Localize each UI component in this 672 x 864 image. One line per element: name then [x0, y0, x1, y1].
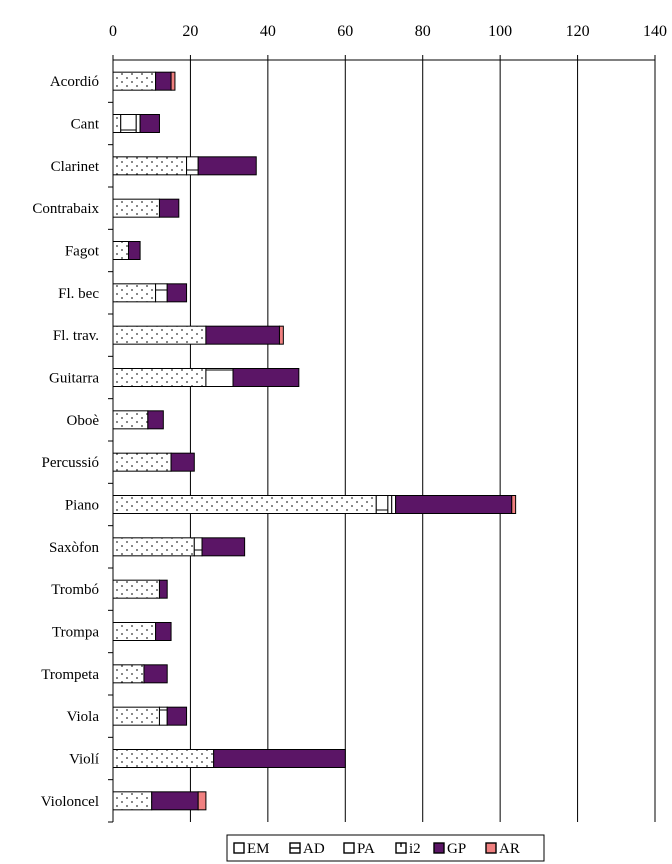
category-label: Trompeta — [41, 667, 99, 683]
bar-em — [112, 537, 195, 557]
bar-gp — [395, 495, 513, 514]
x-tick-label: 20 — [182, 23, 198, 40]
category-label: Violoncel — [41, 794, 99, 810]
bar-em — [112, 368, 207, 387]
x-tick-label: 140 — [643, 23, 667, 40]
x-tick-label: 80 — [415, 23, 431, 40]
bar-gp — [127, 241, 141, 260]
bar-em — [112, 410, 149, 430]
category-label: Saxòfon — [49, 540, 99, 556]
bar-em — [112, 495, 377, 514]
bar-em — [112, 71, 157, 91]
legend-swatch-ar — [485, 842, 497, 854]
bar-ar — [278, 325, 284, 345]
legend: EM AD PA i2 GP AR — [226, 834, 545, 862]
bar-em — [112, 664, 145, 684]
bar-em — [112, 622, 157, 641]
x-tick-label: 60 — [337, 23, 353, 40]
category-label: Trombó — [51, 582, 99, 598]
bar-gp — [232, 368, 300, 387]
bar-ar — [197, 791, 207, 811]
bar-gp — [155, 622, 172, 641]
x-axis-ticks: 0 20 40 60 80 100 120 140 — [108, 23, 667, 823]
bar-em — [112, 283, 157, 303]
x-tick-label: 40 — [260, 23, 276, 40]
bar-em — [112, 325, 207, 345]
legend-swatch-gp — [433, 842, 445, 854]
bar-gp — [166, 283, 188, 303]
bar-gp — [158, 198, 180, 218]
legend-label-ar: AR — [499, 841, 520, 857]
category-label: Piano — [65, 498, 99, 514]
bar-em — [112, 579, 160, 599]
bars — [112, 71, 517, 811]
bar-em — [112, 706, 160, 726]
bar-gp — [143, 664, 168, 684]
bar-em — [112, 114, 122, 133]
x-tick-label: 100 — [488, 23, 512, 40]
bar-ar — [170, 71, 176, 91]
bar-em — [112, 791, 153, 811]
bar-ad — [120, 114, 137, 133]
x-tick-label: 0 — [109, 23, 117, 40]
bar-ad — [158, 706, 168, 726]
x-tick-label: 120 — [566, 23, 590, 40]
category-labels: Acordió Cant Clarinet Contrabaix Fagot Fl. be… — [32, 74, 99, 810]
category-label: Fl. bec — [58, 286, 99, 302]
category-label: Clarinet — [51, 159, 100, 175]
bar-gp — [197, 156, 257, 176]
bar-pa — [135, 114, 141, 133]
legend-label-gp: GP — [447, 841, 466, 857]
bar-ad — [193, 537, 203, 557]
bar-gp — [205, 325, 280, 345]
legend-label-ad: AD — [303, 841, 325, 857]
bar-em — [112, 749, 215, 768]
legend-label-i2: i2 — [409, 841, 421, 857]
bar-gp — [166, 706, 188, 726]
bar-i2 — [391, 495, 397, 514]
bar-em — [112, 452, 172, 472]
category-label: Fl. trav. — [53, 328, 99, 344]
bar-ad — [155, 283, 168, 303]
bar-gp — [155, 71, 172, 91]
bar-ad — [186, 156, 199, 176]
category-label: Acordió — [50, 74, 99, 90]
legend-label-em: EM — [247, 841, 270, 857]
category-label: Violí — [69, 752, 99, 768]
category-label: Guitarra — [49, 371, 99, 387]
bar-ar — [511, 495, 517, 514]
bar-gp — [213, 749, 346, 768]
bar-em — [112, 156, 188, 176]
bar-gp — [170, 452, 195, 472]
bar-gp — [139, 114, 160, 133]
category-label: Cant — [71, 117, 100, 133]
category-label: Viola — [67, 709, 100, 725]
bar-gp — [158, 579, 168, 599]
bar-ad — [205, 368, 234, 387]
category-label: Fagot — [65, 244, 100, 260]
bar-gp — [147, 410, 164, 430]
axes — [112, 59, 655, 822]
bar-pa — [387, 495, 393, 514]
category-label: Trompa — [52, 625, 99, 641]
bar-gp — [151, 791, 199, 811]
bar-ad — [375, 495, 389, 514]
gridlines — [189, 60, 656, 822]
bar-gp — [201, 537, 246, 557]
legend-swatch-em — [233, 842, 245, 854]
category-label: Oboè — [67, 413, 100, 429]
legend-swatch-pa — [343, 842, 355, 854]
bar-em — [112, 241, 129, 260]
bar-em — [112, 198, 160, 218]
category-label: Contrabaix — [32, 201, 99, 217]
category-label: Percussió — [42, 455, 100, 471]
legend-label-pa: PA — [357, 841, 375, 857]
